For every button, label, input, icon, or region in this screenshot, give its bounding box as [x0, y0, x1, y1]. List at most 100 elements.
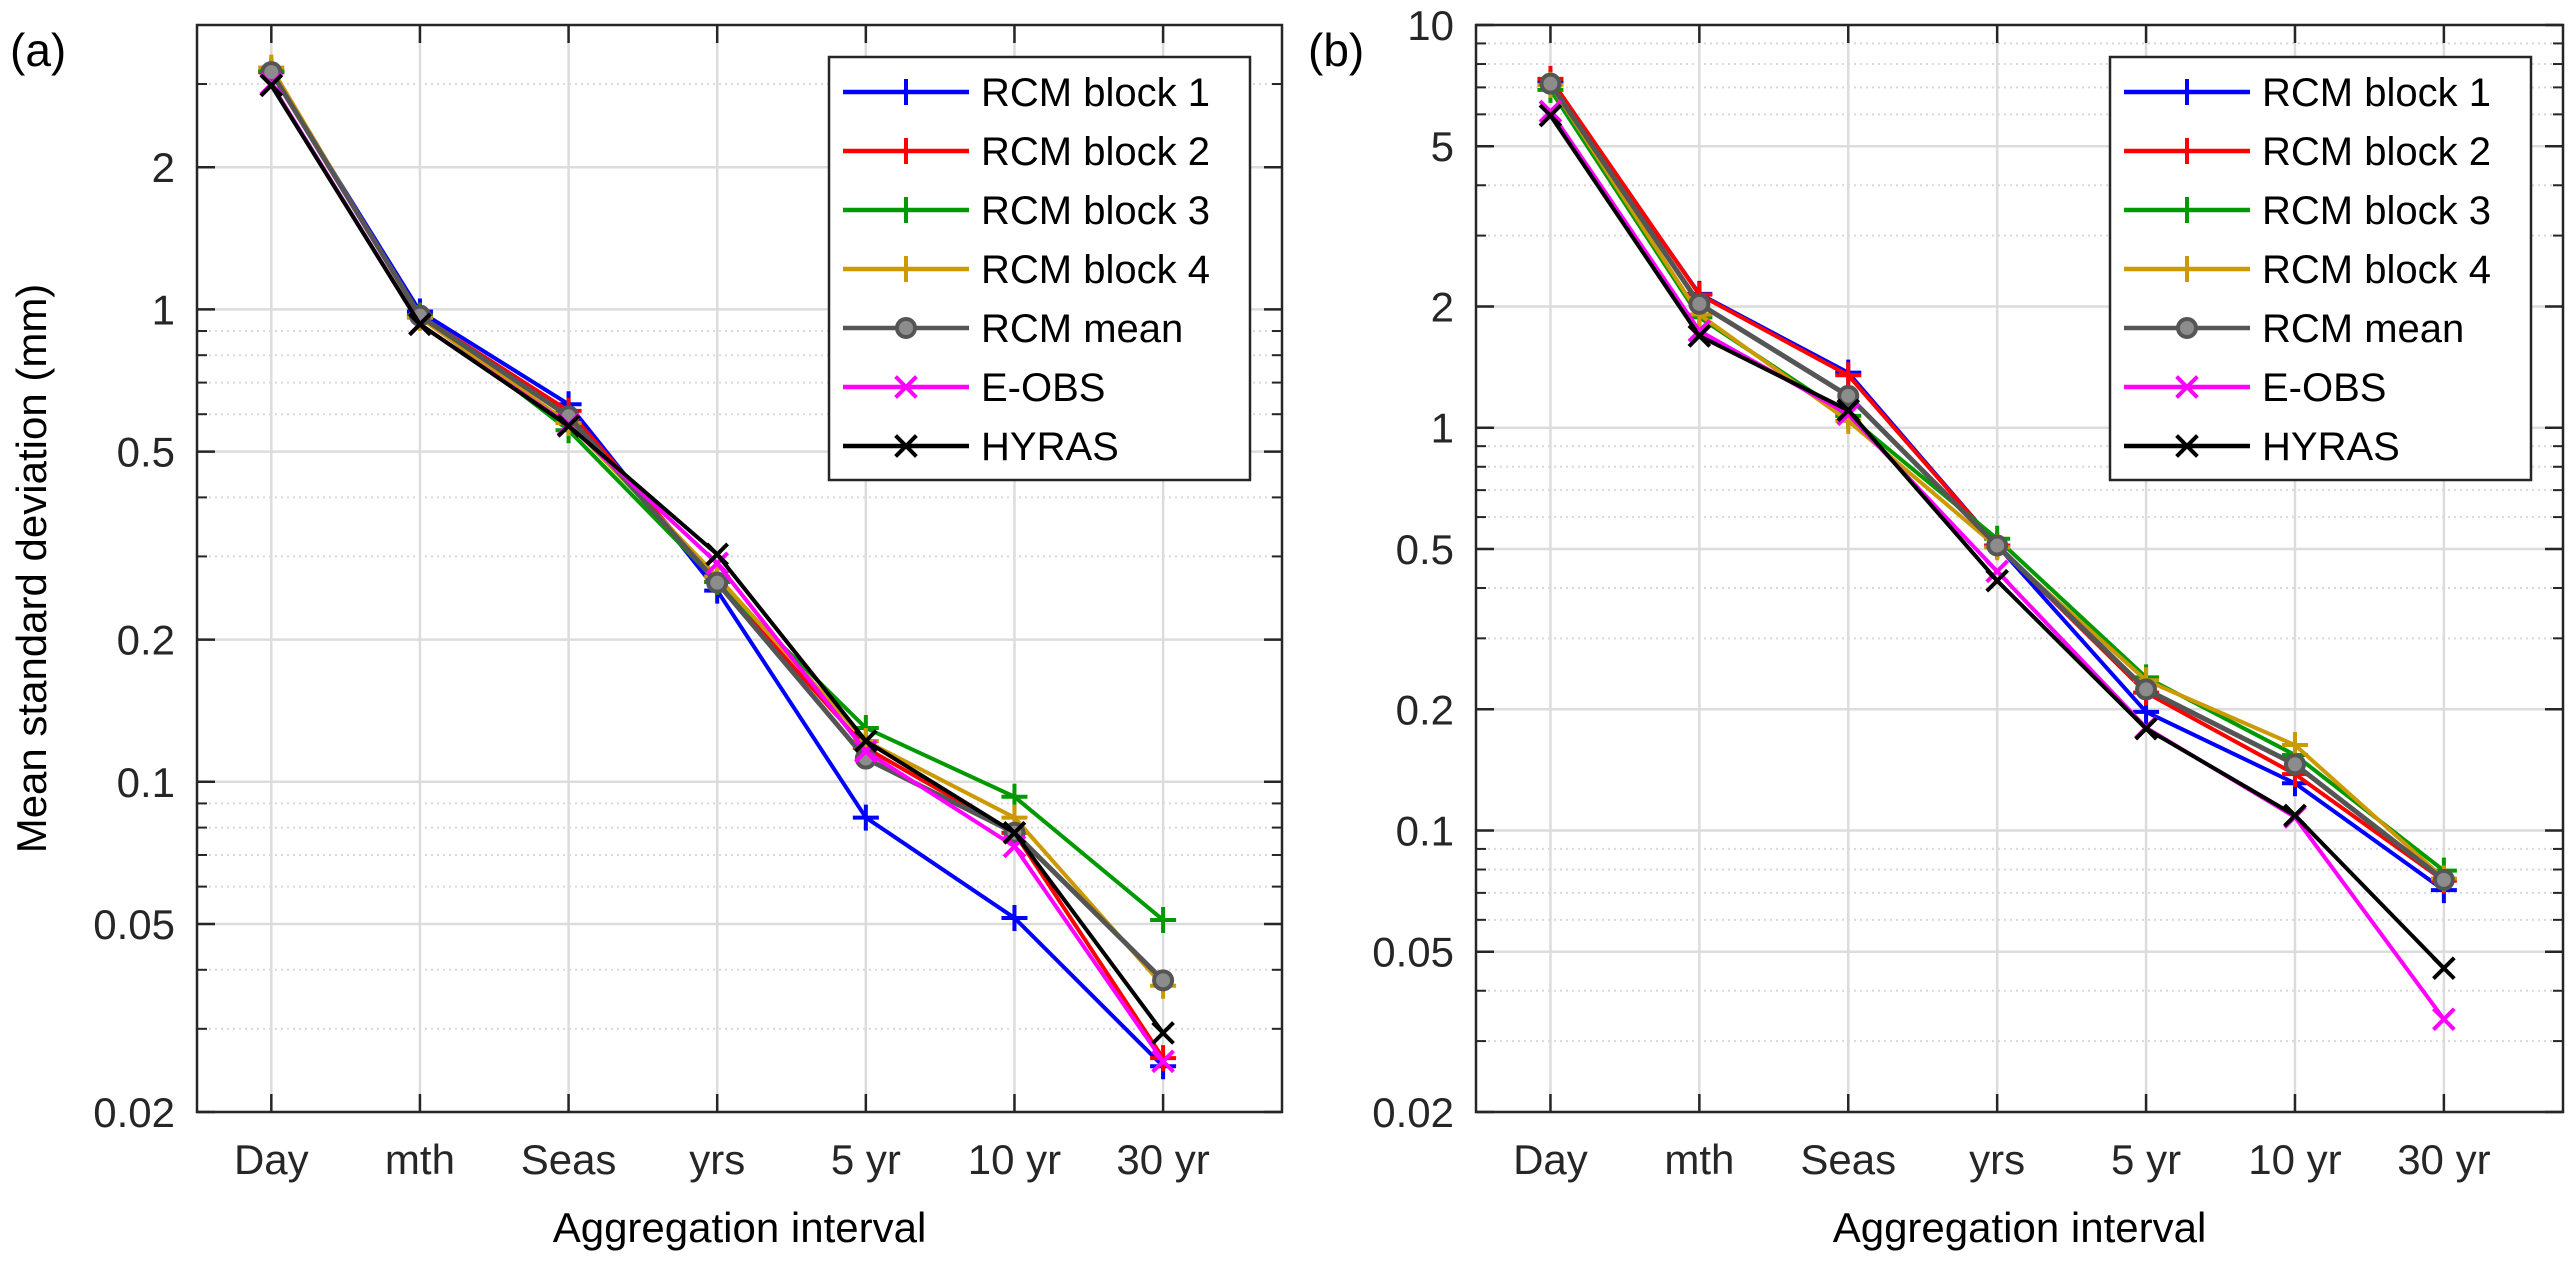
- data-point-marker: [1538, 103, 1563, 128]
- legend-item: RCM block 4: [843, 248, 1210, 292]
- legend-item: RCM block 1: [843, 71, 1210, 115]
- axes-box: [1474, 23, 2565, 1114]
- series-hyras: [259, 73, 1175, 1045]
- y-tick-label: 5: [1431, 123, 1454, 170]
- axes-box: [195, 23, 1284, 1114]
- data-point-marker: [2135, 678, 2158, 701]
- y-tick-label: 0.1: [117, 759, 175, 806]
- legend-marker-icon: [2174, 197, 2200, 223]
- legend-marker-icon: [893, 138, 919, 164]
- y-tick-label: 0.05: [1372, 929, 1454, 976]
- x-tick-label: 30 yr: [1116, 1136, 1209, 1183]
- x-tick-label: yrs: [1969, 1136, 2025, 1183]
- data-point-marker: [854, 729, 878, 753]
- data-point-marker: [1002, 820, 1027, 845]
- legend-label: RCM block 4: [981, 248, 1210, 292]
- x-tick-label: 10 yr: [2248, 1136, 2341, 1183]
- data-point-marker: [1151, 1049, 1175, 1074]
- legend-marker-icon: [2174, 138, 2200, 164]
- legend-label: RCM block 1: [2262, 71, 2491, 115]
- legend-item: RCM block 1: [2124, 71, 2491, 115]
- legend-marker-icon: [2175, 434, 2199, 458]
- data-point-marker: [259, 73, 284, 98]
- y-tick-label: 0.5: [117, 429, 175, 476]
- panel-label: (b): [1308, 24, 1364, 76]
- x-tick-label: 5 yr: [2111, 1136, 2181, 1183]
- legend-marker-icon: [893, 256, 919, 282]
- data-point-marker: [1985, 568, 2009, 593]
- series-rcm-mean: [1539, 72, 2455, 891]
- y-tick-label: 0.1: [1396, 807, 1454, 854]
- x-tick-label: mth: [1664, 1136, 1734, 1183]
- legend-item: E-OBS: [2124, 366, 2386, 410]
- data-point-marker: [852, 804, 879, 831]
- legend-label: RCM mean: [2262, 307, 2464, 351]
- x-tick-label: mth: [385, 1136, 455, 1183]
- data-point-marker: [2432, 956, 2456, 981]
- y-tick-label: 2: [1431, 284, 1454, 331]
- data-point-marker: [1986, 534, 2009, 557]
- legend-label: RCM block 3: [2262, 189, 2491, 233]
- x-tick-label: 30 yr: [2397, 1136, 2490, 1183]
- data-point-marker: [2134, 716, 2158, 741]
- y-tick-label: 10: [1407, 2, 1454, 49]
- data-point-marker: [408, 312, 432, 337]
- data-point-marker: [1152, 969, 1175, 992]
- data-point-marker: [1835, 362, 1862, 389]
- legend-marker-icon: [2174, 256, 2200, 282]
- legend-marker-icon: [2176, 317, 2198, 339]
- y-tick-label: 1: [1431, 405, 1454, 452]
- legend-marker-icon: [894, 375, 918, 399]
- data-point-marker: [1837, 384, 1860, 407]
- panel-a: (a) 0.02 0.05 0.1 0.2 0.5 1 2 Day mth Seas yrs 5 yr 1…: [8, 23, 1284, 1251]
- legend-label: RCM block 1: [981, 71, 1210, 115]
- y-axis-title: Mean standard deviation (mm): [8, 284, 55, 854]
- legend-label: RCM block 3: [981, 189, 1210, 233]
- legend: RCM block 1 RCM block 2 RCM block 3 RCM blo…: [827, 55, 1252, 482]
- legend: RCM block 1 RCM block 2 RCM block 3 RCM blo…: [2108, 55, 2533, 482]
- data-point-marker: [2432, 868, 2455, 891]
- data-point-marker: [2283, 803, 2307, 828]
- x-tick-label: 5 yr: [831, 1136, 901, 1183]
- legend-item: RCM block 3: [2124, 189, 2491, 233]
- legend-label: HYRAS: [981, 425, 1119, 469]
- legend-label: HYRAS: [2262, 425, 2400, 469]
- y-tick-label: 0.5: [1396, 526, 1454, 573]
- data-point-marker: [1687, 324, 1712, 348]
- x-tick-label: 10 yr: [968, 1136, 1061, 1183]
- y-tick-label: 2: [152, 144, 175, 191]
- panel-label: (a): [10, 24, 66, 76]
- legend-marker-icon: [2175, 375, 2199, 399]
- y-tick-label: 0.05: [93, 901, 175, 948]
- y-tick-label: 0.2: [1396, 686, 1454, 733]
- legend-marker-icon: [894, 434, 918, 458]
- data-point-marker: [705, 542, 730, 567]
- legend-marker-icon: [895, 317, 917, 339]
- x-tick-label: Day: [1513, 1136, 1588, 1183]
- legend-item: HYRAS: [2124, 425, 2400, 469]
- data-point-marker: [1688, 292, 1711, 315]
- legend-label: RCM block 2: [981, 130, 1210, 174]
- legend-item: HYRAS: [843, 425, 1119, 469]
- x-tick-label: Day: [234, 1136, 309, 1183]
- legend-label: RCM block 2: [2262, 130, 2491, 174]
- legend-item: RCM mean: [843, 307, 1183, 351]
- data-point-marker: [1539, 72, 1562, 95]
- x-tick-label: Seas: [1800, 1136, 1896, 1183]
- data-point-marker: [556, 414, 581, 438]
- data-point-marker: [1150, 906, 1177, 933]
- legend-marker-icon: [893, 197, 919, 223]
- legend-item: RCM block 2: [2124, 130, 2491, 174]
- legend-item: RCM block 3: [843, 189, 1210, 233]
- legend-marker-icon: [893, 79, 919, 105]
- panel-b: (b) 0.02 0.05 0.1 0.2 0.5 1 2 5 10 Day mth Seas yrs 5 …: [1308, 2, 2565, 1251]
- legend-item: RCM block 2: [843, 130, 1210, 174]
- data-point-marker: [260, 61, 283, 84]
- y-tick-label: 1: [152, 286, 175, 333]
- x-tick-label: yrs: [689, 1136, 745, 1183]
- data-point-marker: [1836, 398, 1861, 423]
- data-point-marker: [1151, 1021, 1175, 1045]
- series-hyras: [1538, 103, 2456, 981]
- x-axis-title: Aggregation interval: [553, 1204, 927, 1251]
- y-tick-label: 0.2: [117, 617, 175, 664]
